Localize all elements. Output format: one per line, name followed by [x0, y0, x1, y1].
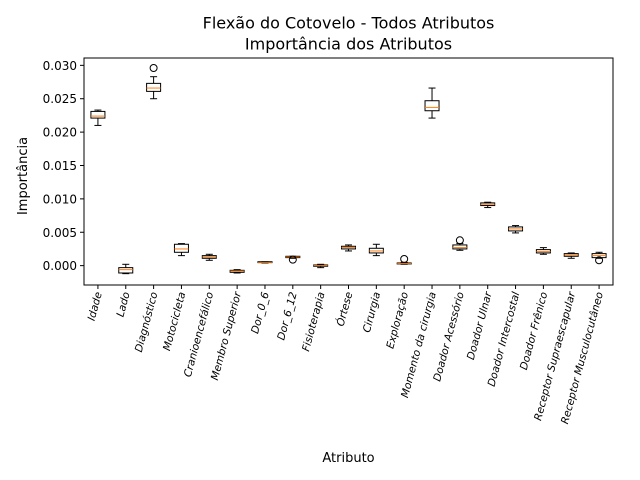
outlier-point	[288, 255, 297, 264]
y-axis-label: Importância	[16, 137, 31, 215]
box	[452, 244, 468, 250]
box	[173, 243, 189, 253]
box-group-18	[591, 251, 607, 265]
box-group-3	[173, 243, 189, 257]
x-tick-label: Fisioterapia	[300, 291, 327, 353]
outlier-point	[400, 254, 409, 263]
x-tick-label: Dor_0_6	[249, 290, 272, 335]
x-tick-label: Motocicleta	[161, 291, 188, 352]
y-tick-label: 0.015	[43, 159, 77, 173]
x-tick-label: Cranioencefálico	[182, 291, 216, 379]
x-tick-label: Lado	[115, 291, 133, 319]
box	[90, 110, 106, 119]
x-tick-label: Exploração	[384, 291, 411, 350]
box-group-14	[480, 201, 496, 209]
x-tick-label: Órtese	[334, 290, 356, 327]
box-group-2	[146, 64, 162, 100]
box-group-4	[201, 253, 217, 261]
x-tick-label: Doador Frênico	[518, 291, 550, 372]
x-axis-label: Atributo	[322, 451, 374, 466]
plot-area	[90, 64, 607, 275]
x-tick-label: Diagnóstico	[133, 291, 161, 354]
x-axis: Idade Lado Diagnóstico MotocicletaCranioenc…	[86, 285, 606, 425]
box-group-10	[368, 243, 384, 257]
y-tick-label: 0.010	[43, 192, 77, 206]
x-tick-label: Cirurgia	[361, 291, 383, 334]
box	[146, 82, 162, 92]
x-tick-label: Dor_6_12	[275, 290, 299, 341]
chart-subtitle: Importância dos Atributos	[245, 35, 452, 54]
chart-title: Flexão do Cotovelo - Todos Atributos	[203, 14, 495, 33]
box-group-8	[313, 263, 329, 269]
box-group-5	[229, 269, 245, 274]
y-axis: 0.000 0.005 0.010 0.015 0.020 0.025 0.030	[43, 59, 84, 273]
y-tick-label: 0.000	[43, 259, 77, 273]
box-group-7	[285, 255, 301, 264]
x-tick-label: Doador Acessório	[431, 291, 466, 383]
box-group-12	[424, 87, 440, 119]
box-group-15	[508, 225, 524, 234]
box-group-1	[118, 263, 134, 275]
y-tick-label: 0.030	[43, 59, 77, 73]
box-group-17	[563, 252, 579, 259]
box-group-16	[535, 247, 551, 255]
box-group-13	[452, 236, 468, 251]
box-group-0	[90, 109, 106, 126]
box-group-11	[396, 254, 412, 265]
x-tick-label: Idade	[86, 291, 105, 322]
outlier-point	[149, 64, 158, 73]
y-tick-label: 0.025	[43, 92, 77, 106]
x-tick-label: Membro Superior	[209, 290, 244, 382]
box	[118, 267, 134, 274]
outlier-point	[595, 256, 604, 265]
y-tick-label: 0.005	[43, 226, 77, 240]
x-tick-label: Doador Ulnar	[465, 290, 495, 361]
box	[424, 100, 440, 112]
box-group-6	[257, 261, 273, 264]
box-group-9	[341, 244, 356, 252]
y-tick-label: 0.020	[43, 126, 77, 140]
outlier-point	[455, 236, 464, 245]
